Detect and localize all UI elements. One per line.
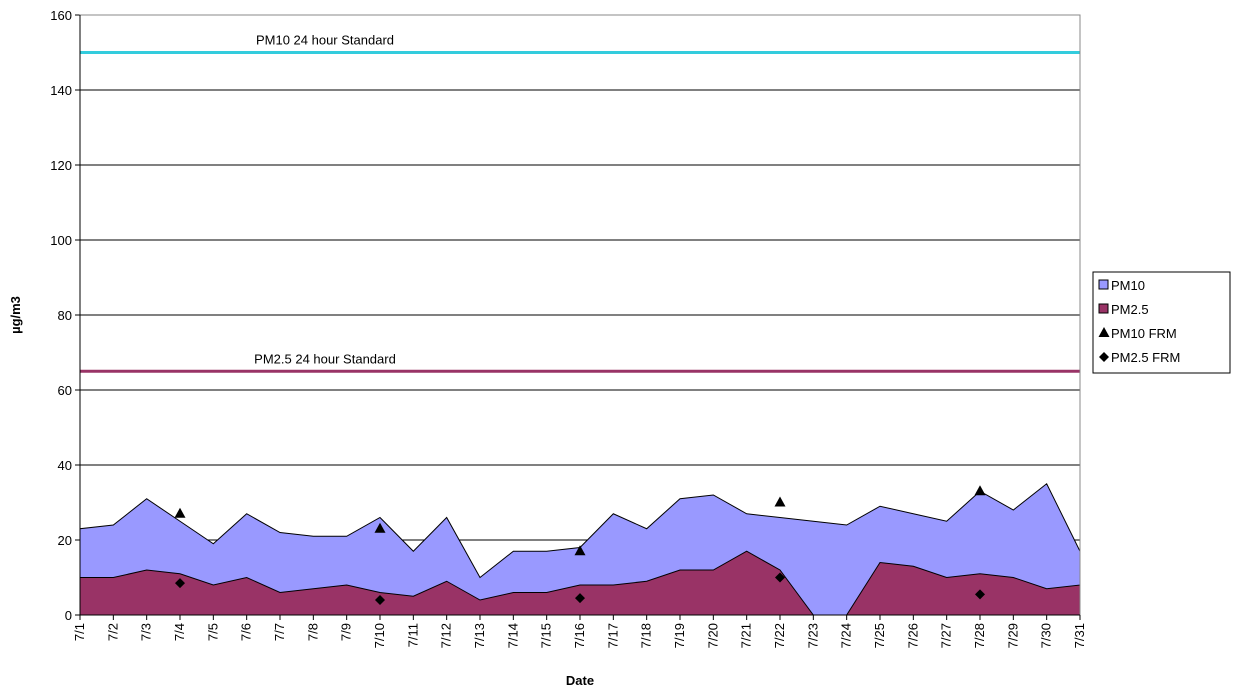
- marker: [174, 507, 186, 518]
- x-tick-label: 7/28: [972, 623, 987, 648]
- x-tick-label: 7/30: [1039, 623, 1054, 648]
- x-axis-label: Date: [566, 673, 594, 688]
- legend-label: PM10 FRM: [1111, 326, 1177, 341]
- x-tick-label: 7/14: [505, 623, 520, 648]
- x-tick-label: 7/9: [339, 623, 354, 641]
- marker: [374, 522, 386, 533]
- x-tick-label: 7/31: [1072, 623, 1087, 648]
- x-tick-label: 7/1: [72, 623, 87, 641]
- marker: [975, 589, 985, 600]
- x-tick-label: 7/12: [439, 623, 454, 648]
- y-tick-label: 120: [50, 158, 72, 173]
- x-tick-label: 7/6: [239, 623, 254, 641]
- marker: [974, 485, 986, 496]
- y-tick-label: 20: [58, 533, 72, 548]
- y-tick-label: 0: [65, 608, 72, 623]
- x-tick-label: 7/21: [739, 623, 754, 648]
- y-tick-label: 140: [50, 83, 72, 98]
- marker: [775, 572, 785, 583]
- x-tick-label: 7/10: [372, 623, 387, 648]
- marker: [774, 496, 786, 507]
- legend-label: PM2.5 FRM: [1111, 350, 1180, 365]
- legend-label: PM10: [1111, 278, 1145, 293]
- x-tick-label: 7/26: [905, 623, 920, 648]
- reference-label: PM10 24 hour Standard: [256, 33, 394, 48]
- x-tick-label: 7/24: [839, 623, 854, 648]
- legend-marker: [1099, 352, 1109, 362]
- x-tick-label: 7/20: [705, 623, 720, 648]
- x-tick-label: 7/17: [605, 623, 620, 648]
- x-tick-label: 7/11: [405, 623, 420, 647]
- x-tick-label: 7/15: [539, 623, 554, 648]
- x-tick-label: 7/22: [772, 623, 787, 648]
- x-tick-label: 7/13: [472, 623, 487, 648]
- y-tick-label: 100: [50, 233, 72, 248]
- y-axis-label: µg/m3: [8, 296, 23, 334]
- x-tick-label: 7/4: [172, 623, 187, 641]
- x-tick-label: 7/18: [639, 623, 654, 648]
- marker: [575, 593, 585, 604]
- area: [79, 550, 1081, 616]
- marker: [375, 595, 385, 605]
- x-tick-label: 7/29: [1005, 623, 1020, 648]
- x-tick-label: 7/2: [105, 623, 120, 641]
- reference-label: PM2.5 24 hour Standard: [254, 351, 396, 366]
- legend-box: [1092, 271, 1231, 374]
- x-tick-label: 7/25: [872, 623, 887, 648]
- x-tick-label: 7/7: [272, 623, 287, 641]
- marker: [574, 545, 586, 556]
- legend-swatch: [1098, 279, 1109, 290]
- legend-swatch: [1098, 303, 1109, 314]
- x-tick-label: 7/5: [205, 623, 220, 641]
- x-tick-label: 7/3: [139, 623, 154, 641]
- marker: [175, 578, 185, 589]
- y-tick-label: 40: [58, 458, 72, 473]
- legend: PM10 PM2.5 PM10 FRM PM2.5 FRM: [1092, 271, 1231, 374]
- x-tick-label: 7/8: [305, 623, 320, 641]
- legend-marker: [1098, 327, 1110, 337]
- y-tick-label: 60: [58, 383, 72, 398]
- x-tick-label: 7/16: [572, 623, 587, 648]
- x-tick-label: 7/27: [939, 623, 954, 648]
- y-tick-label: 80: [58, 308, 72, 323]
- x-tick-label: 7/19: [672, 623, 687, 648]
- y-tick-label: 160: [50, 8, 72, 23]
- legend-label: PM2.5: [1111, 302, 1149, 317]
- x-tick-label: 7/23: [805, 623, 820, 648]
